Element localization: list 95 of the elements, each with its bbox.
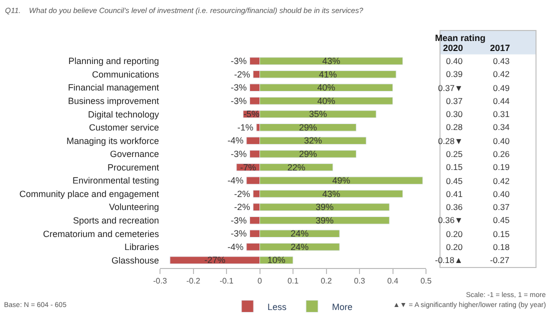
data-label: -3% bbox=[230, 96, 247, 106]
text: 0.43 bbox=[493, 56, 510, 66]
data-label: 29% bbox=[298, 148, 317, 159]
data-label: -4% bbox=[227, 176, 244, 186]
legend-label: Less bbox=[268, 302, 288, 312]
data-label: -3% bbox=[230, 56, 247, 66]
text: 0.15 bbox=[446, 162, 463, 172]
data-label: 43% bbox=[322, 56, 340, 66]
data-label: -3% bbox=[230, 148, 247, 159]
text: 0.37▼ bbox=[438, 83, 463, 93]
data-label: 24% bbox=[290, 242, 309, 252]
x-tick-label: 0.5 bbox=[420, 276, 432, 286]
data-label: 43% bbox=[322, 188, 340, 199]
text: 0.44 bbox=[493, 96, 510, 106]
text: 0.25 bbox=[446, 149, 463, 159]
y-tick-label: Libraries bbox=[124, 242, 160, 252]
data-label: 22% bbox=[287, 162, 306, 172]
text: 0.20 bbox=[446, 242, 463, 252]
data-label: 29% bbox=[298, 122, 317, 132]
text: 0.49 bbox=[493, 83, 510, 93]
text: 0.39 bbox=[446, 69, 463, 79]
text: 0.15 bbox=[493, 229, 510, 239]
text: 2017 bbox=[490, 43, 510, 53]
y-tick-label: Financial management bbox=[68, 82, 160, 93]
x-tick-label: -0.1 bbox=[220, 276, 234, 286]
y-tick-label: Digital technology bbox=[88, 109, 160, 120]
x-tick-label: 0 bbox=[258, 276, 263, 286]
text: 0.28 bbox=[446, 122, 463, 132]
text: -0.18▲ bbox=[435, 255, 463, 265]
text: 0.28▼ bbox=[438, 136, 463, 146]
y-tick-label: Glasshouse bbox=[111, 255, 159, 266]
data-label: -4% bbox=[227, 136, 244, 146]
text: 0.42 bbox=[493, 69, 510, 79]
y-tick-label: Volunteering bbox=[108, 202, 159, 212]
text: 0.31 bbox=[493, 109, 510, 119]
text: 0.41 bbox=[446, 189, 463, 199]
data-label: 24% bbox=[290, 228, 309, 239]
text: 0.37 bbox=[493, 202, 510, 212]
x-tick-label: -0.3 bbox=[153, 276, 168, 286]
text: 0.42 bbox=[493, 176, 510, 186]
data-label: 40% bbox=[317, 96, 336, 106]
text: 0.40 bbox=[493, 189, 510, 199]
text: 0.20 bbox=[446, 229, 463, 239]
data-label: -7% bbox=[240, 162, 256, 172]
text: 0.26 bbox=[493, 149, 510, 159]
y-tick-label: Planning and reporting bbox=[68, 56, 159, 66]
text: Mean rating bbox=[435, 33, 486, 43]
y-tick-label: Governance bbox=[110, 149, 159, 160]
data-label: -5% bbox=[243, 109, 260, 120]
y-tick-label: Sports and recreation bbox=[72, 216, 159, 226]
data-label: 35% bbox=[308, 109, 327, 120]
y-tick-label: Customer service bbox=[88, 122, 159, 133]
data-label: -3% bbox=[230, 82, 247, 93]
bar bbox=[260, 124, 356, 132]
text: 0.30 bbox=[446, 109, 463, 119]
y-tick-label: Crematorium and cemeteries bbox=[42, 228, 160, 239]
data-label: 40% bbox=[317, 82, 336, 93]
text: -0.27 bbox=[490, 255, 510, 265]
text: 0.45 bbox=[493, 215, 510, 225]
x-tick-label: 0.4 bbox=[387, 276, 399, 286]
data-label: -3% bbox=[230, 215, 247, 226]
data-label: 39% bbox=[316, 215, 334, 226]
data-label: -4% bbox=[227, 242, 244, 252]
legend-label: More bbox=[332, 302, 353, 312]
text: 0.40 bbox=[493, 136, 510, 146]
text: 2020 bbox=[443, 43, 464, 53]
x-tick-label: -0.2 bbox=[186, 276, 201, 286]
data-label: 32% bbox=[304, 136, 322, 146]
data-label: -3% bbox=[230, 228, 247, 239]
x-tick-label: 0.2 bbox=[320, 276, 332, 286]
text: 0.37 bbox=[446, 96, 463, 106]
y-tick-label: Community place and engagement bbox=[19, 188, 160, 199]
data-label: 41% bbox=[318, 69, 337, 80]
data-label: 39% bbox=[316, 202, 334, 212]
data-label: -2% bbox=[234, 202, 250, 212]
text: 0.40 bbox=[446, 56, 463, 66]
y-tick-label: Managing its workforce bbox=[66, 136, 159, 146]
data-label: -1% bbox=[237, 122, 254, 132]
data-label: 49% bbox=[332, 176, 350, 186]
text: 0.18 bbox=[493, 242, 510, 252]
text: 0.36 bbox=[446, 202, 463, 212]
y-tick-label: Communications bbox=[92, 69, 160, 80]
y-tick-label: Business improvement bbox=[68, 96, 160, 106]
data-label: -27% bbox=[204, 255, 226, 266]
y-tick-label: Environmental testing bbox=[72, 176, 159, 186]
data-label: -2% bbox=[234, 69, 250, 80]
y-tick-label: Procurement bbox=[107, 162, 160, 172]
x-tick-label: 0.1 bbox=[287, 276, 300, 286]
text: 0.34 bbox=[493, 122, 510, 132]
x-tick-label: 0.3 bbox=[354, 276, 366, 286]
text: 0.19 bbox=[493, 162, 510, 172]
data-label: 10% bbox=[267, 255, 286, 266]
data-label: -2% bbox=[234, 188, 250, 199]
text: 0.36▼ bbox=[438, 215, 463, 225]
text: 0.45 bbox=[446, 176, 463, 186]
